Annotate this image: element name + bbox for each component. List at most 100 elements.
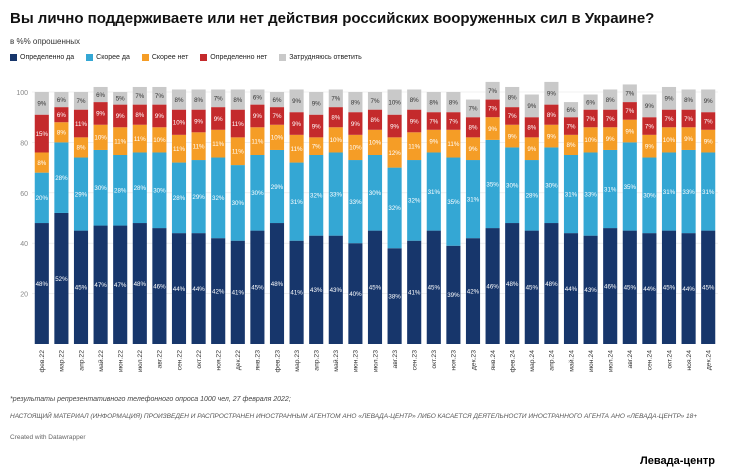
data-label: 9% <box>312 123 321 130</box>
data-label: 11% <box>232 149 244 156</box>
data-label: 8% <box>233 97 242 104</box>
data-label: 31% <box>663 189 676 196</box>
bar-segment <box>289 134 304 163</box>
y-tick-label: 40 <box>20 241 28 248</box>
data-label: 32% <box>408 198 421 205</box>
data-label: 8% <box>37 160 46 167</box>
data-label: 5% <box>116 96 125 103</box>
bar-segment <box>367 92 383 110</box>
bar-segment <box>191 109 206 133</box>
data-label: 7% <box>684 116 693 123</box>
bar-segment <box>485 139 500 229</box>
data-label: 9% <box>625 128 634 135</box>
data-label: 8% <box>410 97 419 104</box>
data-label: 47% <box>94 282 107 289</box>
x-tick-label: июн.23 <box>353 350 360 372</box>
footnote: *результаты репрезентативного телефонног… <box>10 396 291 403</box>
data-label: 10% <box>94 135 107 142</box>
data-label: 8% <box>567 142 576 149</box>
data-label: 7% <box>429 118 438 125</box>
bar-segment <box>73 137 89 158</box>
data-label: 10% <box>330 137 343 144</box>
bar-segment <box>309 155 324 236</box>
data-label: 45% <box>702 285 715 292</box>
data-label: 35% <box>486 181 499 188</box>
x-tick-label: май.22 <box>97 350 105 372</box>
bar-segment <box>661 127 677 153</box>
data-label: 43% <box>310 287 323 294</box>
data-label: 33% <box>330 191 343 198</box>
bar-segment <box>309 114 324 138</box>
data-label: 45% <box>75 285 88 292</box>
legend: Определенно да Скорее да Скорее нет Опре… <box>10 54 362 61</box>
data-label: 45% <box>428 285 441 292</box>
y-tick-label: 100 <box>16 90 28 97</box>
data-label: 11% <box>212 141 224 148</box>
bar-segment <box>583 109 598 128</box>
bar-segment <box>269 92 285 108</box>
data-label: 31% <box>428 189 441 196</box>
data-label: 11% <box>291 146 303 153</box>
data-label: 9% <box>665 96 674 103</box>
data-label: 9% <box>488 126 497 133</box>
data-label: 31% <box>604 186 617 193</box>
bar-segment <box>544 223 559 344</box>
bar-segment <box>622 102 637 120</box>
data-label: 8% <box>194 97 203 104</box>
bar-segment <box>622 230 637 344</box>
bar-segment <box>407 240 422 344</box>
bar-segment <box>211 129 226 158</box>
data-label: 7% <box>155 93 164 100</box>
data-label: 46% <box>486 283 499 290</box>
x-tick-label: фев.22 <box>39 350 46 373</box>
data-label: 43% <box>330 287 343 294</box>
legend-item: Затрудняюсь ответить <box>279 54 362 61</box>
data-label: 7% <box>273 113 282 120</box>
bar-segment <box>407 132 422 161</box>
bar-segment <box>603 109 618 128</box>
x-tick-label: ноя.23 <box>451 350 458 371</box>
x-tick-label: июл.23 <box>372 350 379 372</box>
bar-segment <box>328 89 343 108</box>
bar-segment <box>465 117 481 138</box>
x-tick-label: фев.24 <box>510 350 517 373</box>
data-label: 28% <box>55 175 68 182</box>
bar-segment <box>701 230 716 344</box>
bar-segment <box>661 86 677 110</box>
y-tick-label: 60 <box>20 191 28 198</box>
data-label: 9% <box>645 103 654 110</box>
bar-segment <box>54 212 69 344</box>
data-label: 8% <box>135 112 144 119</box>
data-label: 11% <box>134 136 146 143</box>
data-label: 7% <box>469 106 478 113</box>
bar-segment <box>485 99 500 118</box>
bar-segment <box>113 155 128 226</box>
data-label: 6% <box>57 97 66 104</box>
data-label: 9% <box>116 113 125 120</box>
data-label: 9% <box>96 111 105 118</box>
bar-segment <box>603 89 618 110</box>
bar-segment <box>250 230 265 344</box>
bar-segment <box>34 223 49 344</box>
x-tick-label: авг.22 <box>157 350 164 369</box>
legend-swatch-hard-to-say <box>279 54 287 61</box>
x-tick-label: мар.22 <box>59 350 66 372</box>
data-label: 35% <box>447 199 460 206</box>
data-label: 8% <box>469 125 478 132</box>
data-label: 7% <box>488 88 497 95</box>
data-label: 8% <box>684 97 693 104</box>
bar-segment <box>34 172 49 224</box>
bar-segment <box>348 160 363 244</box>
x-tick-label: ноя.22 <box>216 350 223 371</box>
bar-segment <box>348 112 363 135</box>
bar-segment <box>426 92 441 113</box>
data-label: 52% <box>55 276 68 283</box>
bar-segment <box>446 157 461 246</box>
bar-segment <box>583 127 598 153</box>
bar-segment <box>661 230 677 344</box>
data-label: 6% <box>57 112 66 119</box>
data-label: 6% <box>96 92 105 99</box>
data-label: 31% <box>467 196 480 203</box>
data-label: 28% <box>526 193 539 200</box>
data-label: 9% <box>410 118 419 125</box>
